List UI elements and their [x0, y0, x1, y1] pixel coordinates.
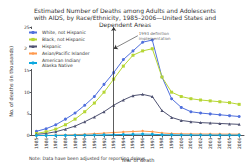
svg-text:2001: 2001 [188, 138, 193, 150]
svg-text:1998: 1998 [159, 138, 164, 150]
svg-text:Dependent Areas: Dependent Areas [99, 21, 151, 29]
svg-text:Estimated Number of Deaths amo: Estimated Number of Deaths among Adults … [34, 7, 216, 14]
svg-text:20: 20 [23, 46, 30, 52]
svg-text:2004: 2004 [217, 138, 222, 150]
svg-text:Hispanic: Hispanic [42, 44, 62, 49]
svg-text:Black, not Hispanic: Black, not Hispanic [42, 37, 86, 42]
svg-text:implementation: implementation [139, 36, 171, 41]
svg-text:2005: 2005 [227, 138, 232, 150]
svg-text:with AIDS, by Race/Ethnicity,: with AIDS, by Race/Ethnicity, 1985–2006—… [33, 14, 217, 21]
svg-text:1994: 1994 [121, 138, 126, 150]
svg-text:1987: 1987 [53, 138, 58, 150]
svg-text:Note: Data have been adjusted: Note: Data have been adjusted for report… [29, 156, 147, 161]
svg-text:1993 definition: 1993 definition [138, 30, 170, 36]
svg-text:1992: 1992 [102, 138, 107, 150]
svg-text:5: 5 [27, 111, 30, 116]
svg-text:1997: 1997 [150, 138, 155, 150]
svg-text:15: 15 [23, 68, 30, 73]
svg-text:1996: 1996 [140, 138, 145, 150]
svg-text:1989: 1989 [73, 138, 78, 150]
svg-text:1999: 1999 [169, 138, 174, 150]
svg-text:Alaska Native: Alaska Native [42, 63, 73, 68]
svg-text:1988: 1988 [63, 138, 68, 150]
svg-text:1990: 1990 [82, 138, 87, 150]
svg-text:No. of deaths (in thousands): No. of deaths (in thousands) [8, 46, 14, 117]
svg-text:1995: 1995 [130, 138, 135, 150]
svg-text:0: 0 [27, 133, 30, 138]
svg-text:1991: 1991 [92, 138, 97, 150]
svg-text:2003: 2003 [208, 138, 213, 150]
svg-text:2006: 2006 [237, 138, 242, 150]
svg-text:1985: 1985 [34, 138, 39, 150]
svg-text:1986: 1986 [44, 138, 49, 150]
svg-text:American Indian/: American Indian/ [42, 58, 81, 63]
svg-text:White, not Hispanic: White, not Hispanic [42, 30, 86, 35]
svg-text:Asian/Pacific Islander: Asian/Pacific Islander [42, 51, 90, 56]
svg-text:2002: 2002 [198, 138, 203, 150]
svg-text:10: 10 [24, 90, 30, 95]
svg-text:2000: 2000 [179, 138, 184, 150]
svg-text:25: 25 [24, 25, 30, 30]
svg-text:1993: 1993 [111, 138, 116, 150]
